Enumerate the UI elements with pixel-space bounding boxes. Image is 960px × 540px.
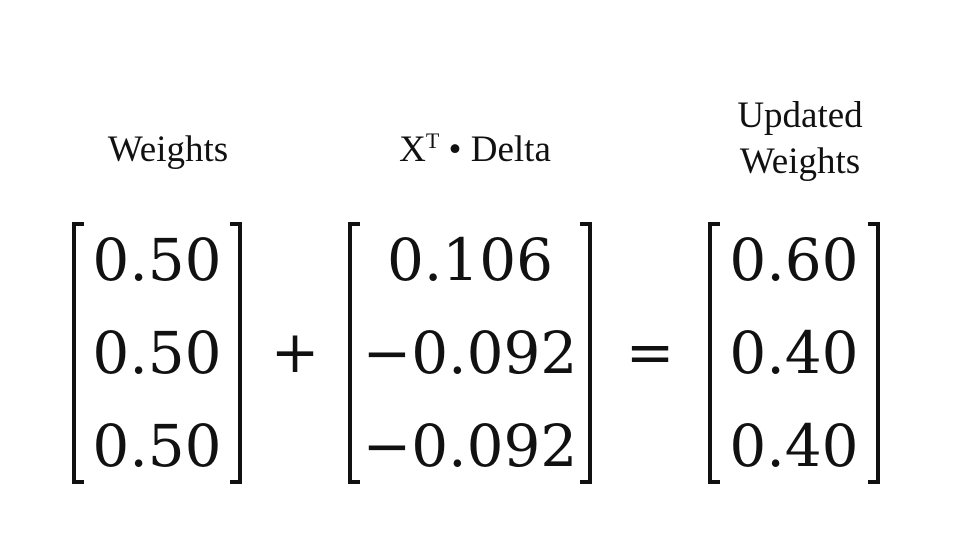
matrix-entry: −0.092 — [362, 319, 578, 387]
xt-rest: • Delta — [439, 129, 551, 170]
updated-weights-line2: Weights — [739, 141, 861, 182]
weights-label: Weights — [107, 129, 229, 170]
right-bracket — [868, 222, 880, 484]
matrix-entry: 0.40 — [729, 319, 859, 387]
delta-matrix: 0.106 −0.092 −0.092 — [348, 222, 592, 484]
matrix-entry: 0.40 — [729, 412, 859, 480]
matrix-entry: −0.092 — [362, 412, 578, 480]
matrix-entry: 0.106 — [386, 226, 554, 294]
xt-superscript: T — [425, 128, 440, 153]
matrix-entry: 0.60 — [729, 226, 859, 294]
updated-weights-line1: Updated — [737, 95, 863, 136]
matrix-entry: 0.50 — [92, 226, 222, 294]
updated-weights-label: Updated Weights — [690, 93, 910, 185]
left-bracket — [708, 222, 720, 484]
left-bracket — [72, 222, 84, 484]
updated-weights-matrix: 0.60 0.40 0.40 — [708, 222, 880, 484]
equals-operator: = — [625, 318, 675, 386]
plus-operator: + — [270, 318, 320, 386]
right-bracket — [230, 222, 242, 484]
matrix-entry: 0.50 — [92, 412, 222, 480]
xt-base: X — [399, 129, 426, 170]
weights-matrix: 0.50 0.50 0.50 — [72, 222, 242, 484]
xt-delta-label: XT • Delta — [370, 127, 580, 177]
right-bracket — [580, 222, 592, 484]
matrix-entry: 0.50 — [92, 319, 222, 387]
left-bracket — [348, 222, 360, 484]
